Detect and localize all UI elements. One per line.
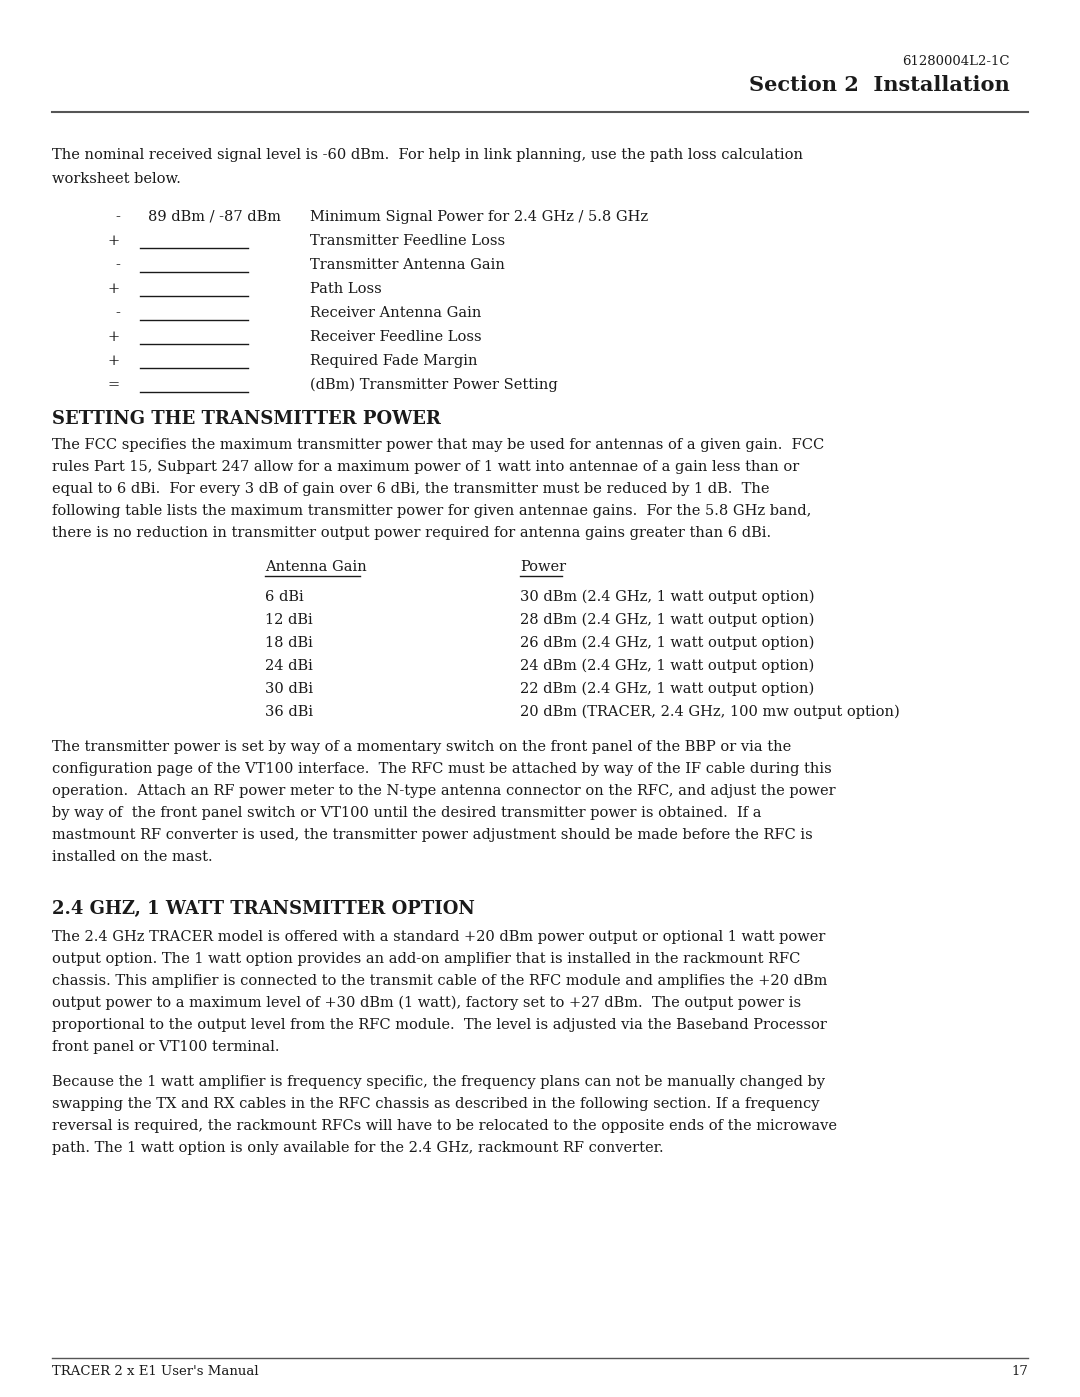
Text: Receiver Antenna Gain: Receiver Antenna Gain [310, 306, 482, 320]
Text: path. The 1 watt option is only available for the 2.4 GHz, rackmount RF converte: path. The 1 watt option is only availabl… [52, 1141, 663, 1155]
Text: +: + [108, 330, 120, 344]
Text: reversal is required, the rackmount RFCs will have to be relocated to the opposi: reversal is required, the rackmount RFCs… [52, 1119, 837, 1133]
Text: (dBm) Transmitter Power Setting: (dBm) Transmitter Power Setting [310, 379, 557, 393]
Text: 22 dBm (2.4 GHz, 1 watt output option): 22 dBm (2.4 GHz, 1 watt output option) [519, 682, 814, 696]
Text: Transmitter Antenna Gain: Transmitter Antenna Gain [310, 258, 504, 272]
Text: Power: Power [519, 560, 566, 574]
Text: swapping the TX and RX cables in the RFC chassis as described in the following s: swapping the TX and RX cables in the RFC… [52, 1097, 820, 1111]
Text: +: + [108, 235, 120, 249]
Text: +: + [108, 282, 120, 296]
Text: output power to a maximum level of +30 dBm (1 watt), factory set to +27 dBm.  Th: output power to a maximum level of +30 d… [52, 996, 801, 1010]
Text: output option. The 1 watt option provides an add-on amplifier that is installed : output option. The 1 watt option provide… [52, 951, 800, 965]
Text: Required Fade Margin: Required Fade Margin [310, 353, 477, 367]
Text: SETTING THE TRANSMITTER POWER: SETTING THE TRANSMITTER POWER [52, 409, 441, 427]
Text: installed on the mast.: installed on the mast. [52, 849, 213, 863]
Text: 61280004L2-1C: 61280004L2-1C [903, 54, 1010, 68]
Text: mastmount RF converter is used, the transmitter power adjustment should be made : mastmount RF converter is used, the tran… [52, 828, 813, 842]
Text: there is no reduction in transmitter output power required for antenna gains gre: there is no reduction in transmitter out… [52, 527, 771, 541]
Text: Path Loss: Path Loss [310, 282, 381, 296]
Text: 30 dBi: 30 dBi [265, 682, 313, 696]
Text: Minimum Signal Power for 2.4 GHz / 5.8 GHz: Minimum Signal Power for 2.4 GHz / 5.8 G… [310, 210, 648, 224]
Text: Transmitter Feedline Loss: Transmitter Feedline Loss [310, 235, 505, 249]
Text: operation.  Attach an RF power meter to the N-type antenna connector on the RFC,: operation. Attach an RF power meter to t… [52, 784, 836, 798]
Text: The nominal received signal level is -60 dBm.  For help in link planning, use th: The nominal received signal level is -60… [52, 148, 804, 162]
Text: 20 dBm (TRACER, 2.4 GHz, 100 mw output option): 20 dBm (TRACER, 2.4 GHz, 100 mw output o… [519, 705, 900, 719]
Text: -: - [116, 306, 120, 320]
Text: TRACER 2 x E1 User's Manual: TRACER 2 x E1 User's Manual [52, 1365, 258, 1377]
Text: Section 2  Installation: Section 2 Installation [750, 75, 1010, 95]
Text: 2.4 GHZ, 1 WATT TRANSMITTER OPTION: 2.4 GHZ, 1 WATT TRANSMITTER OPTION [52, 900, 475, 918]
Text: -: - [116, 210, 120, 224]
Text: -: - [116, 258, 120, 272]
Text: configuration page of the VT100 interface.  The RFC must be attached by way of t: configuration page of the VT100 interfac… [52, 761, 832, 775]
Text: worksheet below.: worksheet below. [52, 172, 180, 186]
Text: equal to 6 dBi.  For every 3 dB of gain over 6 dBi, the transmitter must be redu: equal to 6 dBi. For every 3 dB of gain o… [52, 482, 769, 496]
Text: by way of  the front panel switch or VT100 until the desired transmitter power i: by way of the front panel switch or VT10… [52, 806, 761, 820]
Text: 6 dBi: 6 dBi [265, 590, 303, 604]
Text: chassis. This amplifier is connected to the transmit cable of the RFC module and: chassis. This amplifier is connected to … [52, 974, 827, 988]
Text: The transmitter power is set by way of a momentary switch on the front panel of : The transmitter power is set by way of a… [52, 740, 792, 754]
Text: front panel or VT100 terminal.: front panel or VT100 terminal. [52, 1039, 280, 1053]
Text: 28 dBm (2.4 GHz, 1 watt output option): 28 dBm (2.4 GHz, 1 watt output option) [519, 613, 814, 627]
Text: 24 dBm (2.4 GHz, 1 watt output option): 24 dBm (2.4 GHz, 1 watt output option) [519, 659, 814, 673]
Text: +: + [108, 353, 120, 367]
Text: Antenna Gain: Antenna Gain [265, 560, 367, 574]
Text: rules Part 15, Subpart 247 allow for a maximum power of 1 watt into antennae of : rules Part 15, Subpart 247 allow for a m… [52, 460, 799, 474]
Text: 36 dBi: 36 dBi [265, 705, 313, 719]
Text: 18 dBi: 18 dBi [265, 636, 313, 650]
Text: The FCC specifies the maximum transmitter power that may be used for antennas of: The FCC specifies the maximum transmitte… [52, 439, 824, 453]
Text: proportional to the output level from the RFC module.  The level is adjusted via: proportional to the output level from th… [52, 1018, 827, 1032]
Text: 17: 17 [1011, 1365, 1028, 1377]
Text: =: = [108, 379, 120, 393]
Text: The 2.4 GHz TRACER model is offered with a standard +20 dBm power output or opti: The 2.4 GHz TRACER model is offered with… [52, 930, 825, 944]
Text: 12 dBi: 12 dBi [265, 613, 313, 627]
Text: 30 dBm (2.4 GHz, 1 watt output option): 30 dBm (2.4 GHz, 1 watt output option) [519, 590, 814, 605]
Text: 89 dBm / -87 dBm: 89 dBm / -87 dBm [148, 210, 281, 224]
Text: 24 dBi: 24 dBi [265, 659, 313, 673]
Text: Receiver Feedline Loss: Receiver Feedline Loss [310, 330, 482, 344]
Text: following table lists the maximum transmitter power for given antennae gains.  F: following table lists the maximum transm… [52, 504, 811, 518]
Text: 26 dBm (2.4 GHz, 1 watt output option): 26 dBm (2.4 GHz, 1 watt output option) [519, 636, 814, 651]
Text: Because the 1 watt amplifier is frequency specific, the frequency plans can not : Because the 1 watt amplifier is frequenc… [52, 1076, 825, 1090]
